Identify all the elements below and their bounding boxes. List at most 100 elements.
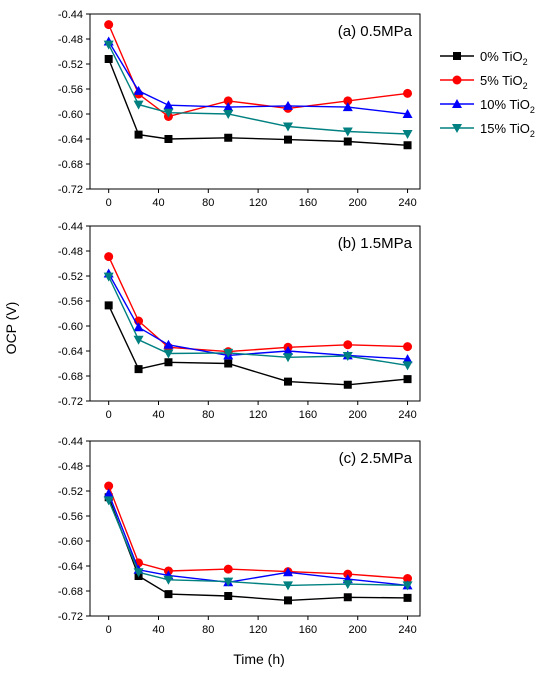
data-point xyxy=(223,577,234,587)
y-tick-label: -0.44 xyxy=(58,436,83,448)
x-tick-label: 0 xyxy=(106,624,112,636)
chart-panel-2: -0.44 -0.48 -0.52 -0.56 -0.60 -0.64 -0.68 -0.72… xyxy=(58,436,421,636)
legend-label-3: 15% TiO2 xyxy=(480,121,535,139)
panels: -0.44 -0.48 -0.52 -0.56 -0.60 -0.64 -0.68 -0.72… xyxy=(58,9,421,636)
legend-marker-shape xyxy=(452,99,462,108)
x-tick-label: 0 xyxy=(106,409,112,421)
x-tick-label: 40 xyxy=(152,197,164,209)
data-point xyxy=(224,592,233,600)
data-point xyxy=(342,102,353,112)
data-point xyxy=(402,130,413,139)
legend-marker-2 xyxy=(452,99,462,108)
y-tick-label: -0.56 xyxy=(58,84,83,96)
series-line-1 xyxy=(108,485,408,580)
data-point xyxy=(403,141,412,150)
y-tick-label: -0.60 xyxy=(58,321,83,333)
data-point xyxy=(163,349,174,359)
y-tick-label: -0.52 xyxy=(58,59,83,71)
legend-label-2: 10% TiO2 xyxy=(480,97,535,115)
y-tick-label: -0.48 xyxy=(58,246,83,258)
panel-label-2: (c) 2.5MPa xyxy=(339,450,413,467)
x-tick-label: 160 xyxy=(299,197,317,209)
legend-marker-1 xyxy=(452,75,462,85)
chart-panel-1: -0.44 -0.48 -0.52 -0.56 -0.60 -0.64 -0.68 -0.72… xyxy=(58,221,421,421)
y-tick-label: -0.60 xyxy=(58,109,83,121)
legend-item-1: 5% TiO2 xyxy=(440,73,528,91)
data-point xyxy=(284,596,292,605)
data-point xyxy=(134,130,143,139)
chart-panel-0: -0.44 -0.48 -0.52 -0.56 -0.60 -0.64 -0.68 -0.72… xyxy=(58,9,421,209)
x-tick-label: 40 xyxy=(152,409,164,421)
data-point xyxy=(403,375,412,384)
x-tick-label: 200 xyxy=(349,409,367,421)
data-point xyxy=(283,122,293,132)
data-point xyxy=(402,354,413,364)
data-point xyxy=(284,135,292,144)
data-point xyxy=(104,481,114,491)
data-point xyxy=(103,488,114,498)
y-tick-label: -0.64 xyxy=(58,346,83,358)
y-tick-label: -0.52 xyxy=(58,486,83,498)
series-line-3 xyxy=(108,276,408,367)
x-tick-label: 240 xyxy=(398,409,416,421)
y-tick-label: -0.68 xyxy=(58,159,83,171)
plot-frame-2 xyxy=(89,440,421,617)
x-tick-label: 240 xyxy=(398,624,416,636)
data-point xyxy=(164,590,173,599)
panel-label-1: (b) 1.5MPa xyxy=(338,235,413,252)
data-point xyxy=(163,100,174,110)
y-tick-label: -0.64 xyxy=(58,134,83,146)
data-point xyxy=(343,96,353,106)
data-point xyxy=(164,358,173,367)
legend: 0% TiO2 5% TiO2 10% TiO2 15% TiO2 xyxy=(440,49,535,139)
data-point xyxy=(223,564,233,574)
data-point xyxy=(403,88,413,98)
data-point xyxy=(163,575,174,585)
x-axis-title: Time (h) xyxy=(233,651,285,667)
data-point xyxy=(343,137,352,146)
y-axis-title: OCP (V) xyxy=(3,302,19,355)
legend-label-1: 5% TiO2 xyxy=(480,73,528,91)
legend-marker-shape xyxy=(452,124,462,133)
data-point xyxy=(223,102,234,112)
data-point xyxy=(223,348,234,358)
series-line-2 xyxy=(108,493,408,587)
data-point xyxy=(283,353,293,363)
y-tick-label: -0.56 xyxy=(58,511,83,523)
x-tick-label: 240 xyxy=(398,197,416,209)
data-point xyxy=(104,301,113,310)
y-tick-label: -0.64 xyxy=(58,561,83,573)
data-point xyxy=(402,361,413,371)
data-point xyxy=(164,135,173,143)
legend-marker-shape xyxy=(453,52,461,60)
y-tick-label: -0.44 xyxy=(58,9,83,21)
data-point xyxy=(283,567,293,577)
data-point xyxy=(224,133,233,142)
y-tick-label: -0.56 xyxy=(58,296,83,308)
data-point xyxy=(103,496,114,506)
data-point xyxy=(163,108,174,118)
series-line-3 xyxy=(108,44,408,135)
legend-item-2: 10% TiO2 xyxy=(440,97,535,115)
series-line-2 xyxy=(108,41,408,115)
legend-marker-0 xyxy=(453,52,461,60)
legend-item-0: 0% TiO2 xyxy=(440,49,528,67)
data-point xyxy=(343,380,352,389)
data-point xyxy=(283,100,293,110)
y-tick-label: -0.48 xyxy=(58,34,83,46)
data-point xyxy=(283,346,293,355)
x-tick-label: 200 xyxy=(349,624,367,636)
data-point xyxy=(133,85,144,95)
plot-frame-1 xyxy=(89,225,421,402)
legend-marker-3 xyxy=(452,124,462,133)
data-point xyxy=(103,40,114,50)
y-tick-label: -0.68 xyxy=(58,371,83,383)
y-tick-label: -0.52 xyxy=(58,271,83,283)
data-point xyxy=(342,127,353,137)
legend-item-3: 15% TiO2 xyxy=(440,121,535,139)
x-tick-label: 80 xyxy=(202,624,214,636)
x-tick-label: 120 xyxy=(249,409,267,421)
data-point xyxy=(343,593,352,602)
x-tick-label: 80 xyxy=(202,197,214,209)
data-point xyxy=(133,322,144,332)
